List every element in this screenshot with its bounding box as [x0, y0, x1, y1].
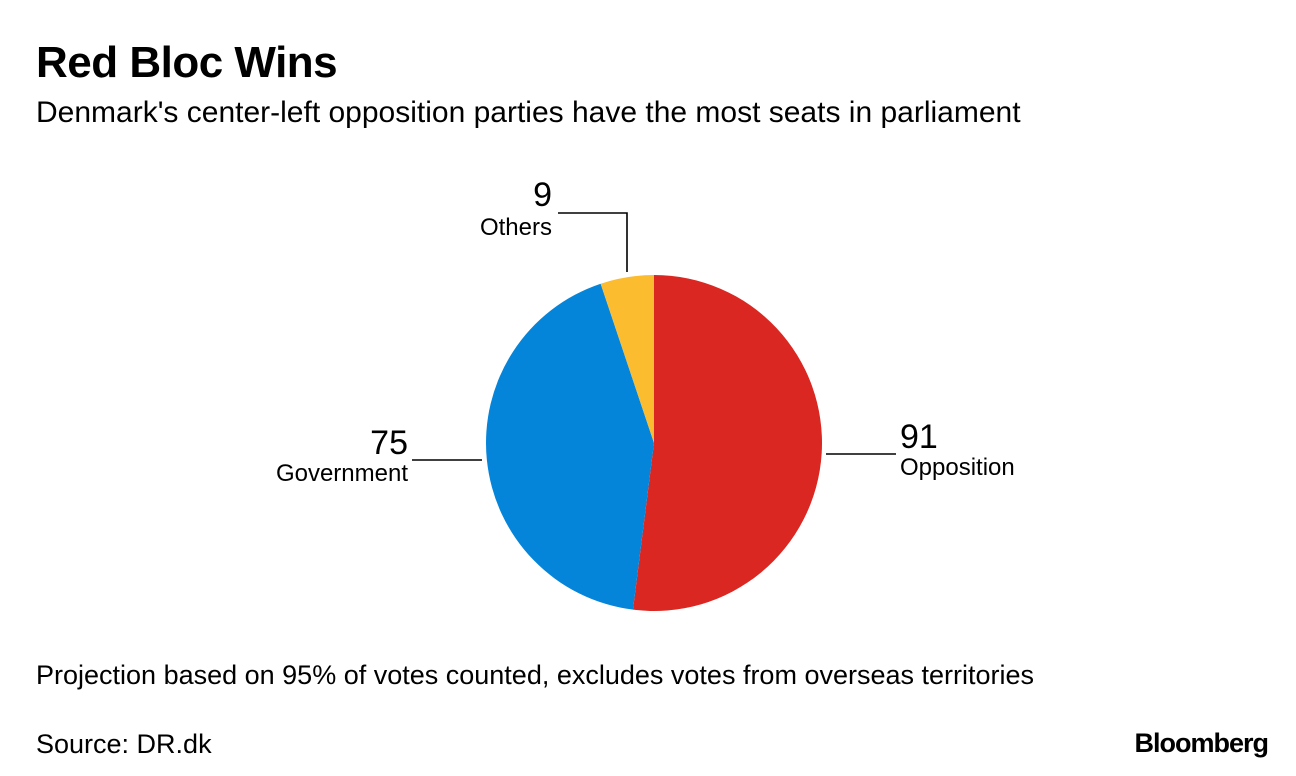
slice-value-others: 9: [533, 176, 552, 214]
pie-slice-opposition: [632, 275, 822, 611]
source-note: Source: DR.dk: [36, 729, 212, 759]
bloomberg-logo: Bloomberg: [1134, 728, 1269, 758]
pie-slice-government: [485, 283, 654, 610]
slice-label-opposition: Opposition: [900, 454, 1015, 481]
slice-value-opposition: 91: [900, 418, 938, 456]
slice-label-others: Others: [480, 214, 552, 241]
leader-line-others: [558, 212, 628, 272]
footnote: Projection based on 95% of votes counted…: [36, 660, 1035, 690]
slice-label-government: Government: [276, 460, 408, 487]
pie-slices: [485, 275, 822, 611]
chart-subtitle: Denmark's center-left opposition parties…: [36, 96, 1021, 129]
pie-slice-others: [600, 275, 654, 443]
chart-title: Red Bloc Wins: [36, 38, 338, 87]
slice-value-government: 75: [370, 424, 408, 462]
